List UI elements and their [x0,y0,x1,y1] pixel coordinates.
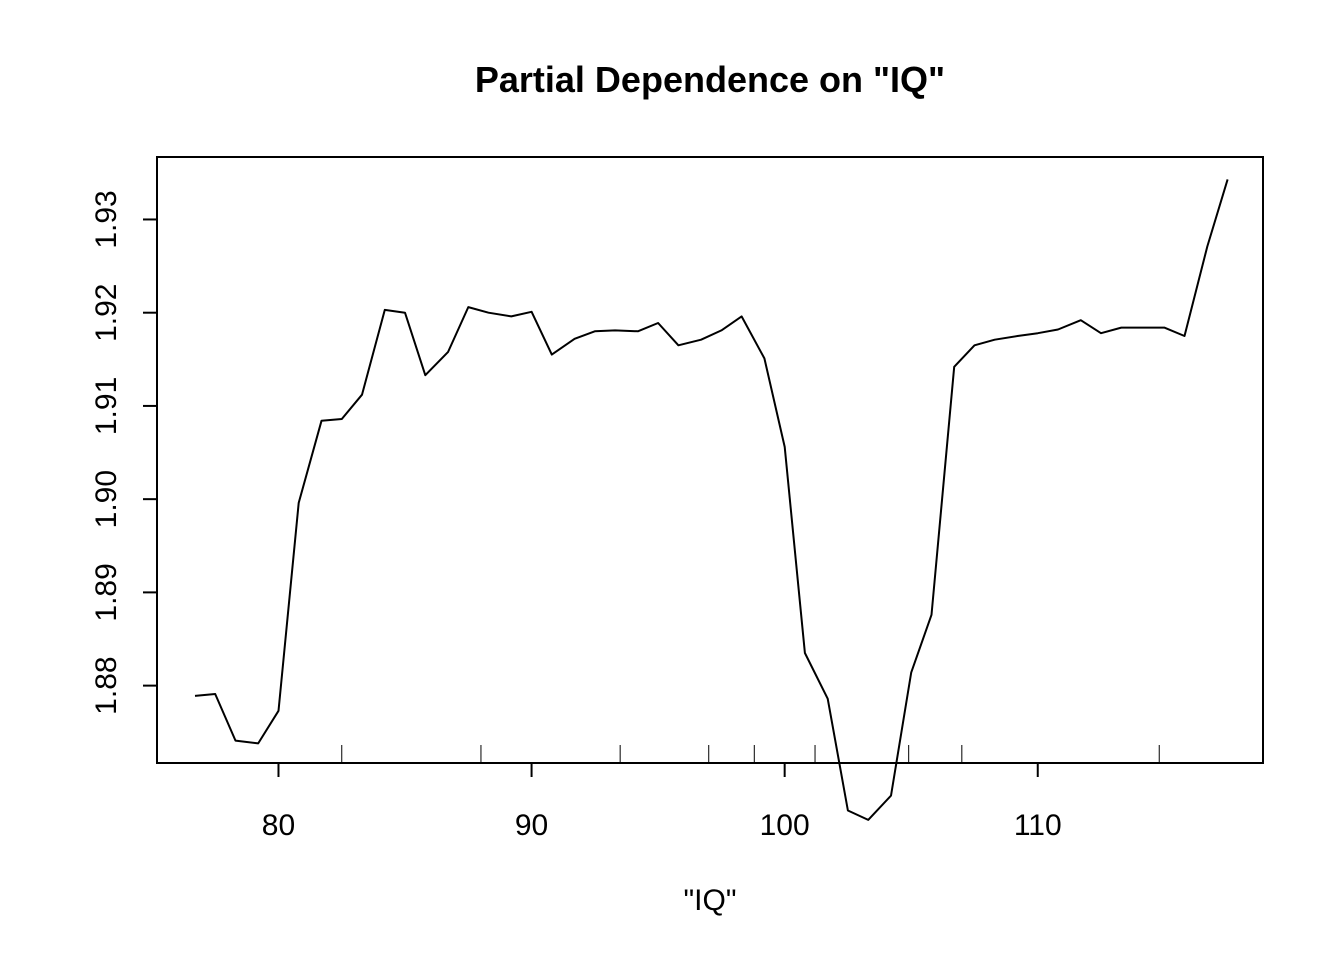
y-tick-label: 1.93 [90,190,123,248]
x-tick-label: 80 [262,809,295,842]
rug-marks [341,745,1160,763]
chart-title: Partial Dependence on "IQ" [475,59,945,100]
plot-frame [156,156,1264,764]
x-axis: 80 90 100 110 [262,762,1062,842]
series-line [194,179,1229,821]
y-tick-label: 1.88 [90,656,123,714]
y-tick-label: 1.91 [90,377,123,435]
x-tick-label: 110 [1014,809,1062,842]
y-tick-label: 1.92 [90,284,123,342]
y-tick-label: 1.90 [90,470,123,528]
x-axis-label: "IQ" [684,884,737,917]
y-tick-label: 1.89 [90,563,123,621]
y-axis: 1.88 1.89 1.90 1.91 1.92 1.93 [90,190,158,715]
series-group [194,179,1229,821]
x-tick-label: 100 [760,809,810,842]
x-tick-label: 90 [515,809,548,842]
